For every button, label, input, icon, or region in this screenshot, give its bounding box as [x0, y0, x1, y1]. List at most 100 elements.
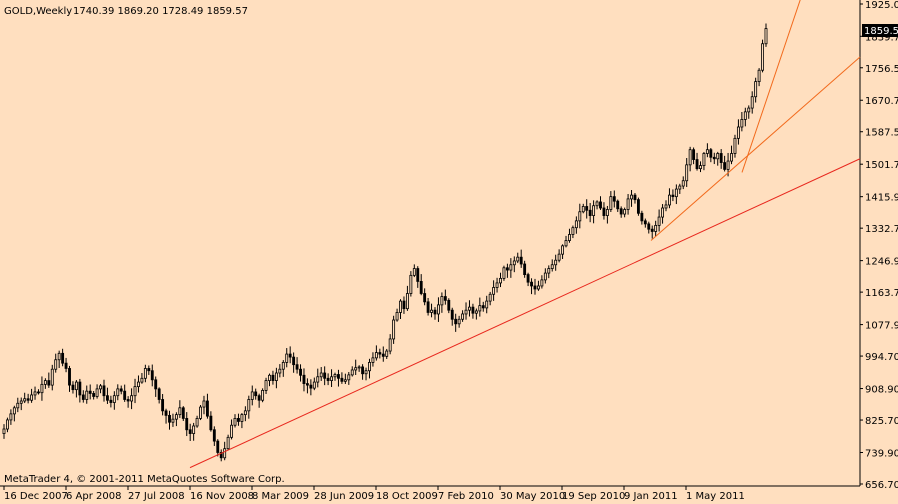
candle-body: [381, 353, 385, 357]
candle-body: [54, 359, 58, 370]
candle-body: [609, 196, 613, 210]
trendline[interactable]: [650, 56, 861, 241]
candle-body: [61, 352, 65, 364]
x-tick-label: 6 Apr 2008: [66, 491, 121, 502]
candle-body: [554, 259, 558, 266]
candle-body: [23, 398, 27, 402]
candle-body: [578, 211, 582, 222]
candle-body: [368, 362, 371, 372]
candle-body: [116, 388, 120, 397]
candle-body: [288, 353, 292, 358]
y-tick-label: 1756.50: [865, 64, 898, 75]
candle-body: [668, 194, 671, 206]
candle-body: [430, 309, 433, 313]
candle-body: [526, 274, 530, 283]
candle-body: [192, 425, 196, 434]
candle-body: [505, 267, 509, 271]
candle-body: [664, 204, 668, 209]
candle-body: [257, 395, 261, 401]
candle-body: [392, 319, 396, 340]
candle-body: [112, 395, 116, 403]
candle-body: [185, 418, 189, 431]
candle-body: [616, 200, 620, 210]
candle-body: [495, 282, 499, 288]
candle-body: [316, 376, 320, 383]
candle-body: [361, 366, 365, 375]
candle-body: [592, 205, 596, 216]
candle-body: [661, 207, 664, 218]
y-tick-label: 1501.70: [865, 160, 898, 171]
candle-body: [243, 410, 247, 416]
candle-body: [630, 194, 633, 200]
trendline[interactable]: [741, 0, 804, 173]
plot-frame: [0, 0, 861, 487]
candle-body: [492, 287, 496, 295]
candle-body: [561, 245, 565, 255]
candle-body: [440, 296, 444, 306]
candle-body: [285, 353, 289, 363]
candle-body: [147, 368, 151, 372]
candle-body: [443, 296, 447, 301]
candle-body: [340, 377, 344, 382]
y-tick-label: 994.70: [865, 352, 898, 363]
candle-body: [671, 194, 675, 198]
candle-body: [309, 384, 313, 389]
candle-body: [423, 293, 427, 303]
candle-body: [636, 199, 640, 214]
candle-body: [106, 395, 109, 401]
candle-body: [437, 304, 440, 315]
candle-body: [709, 149, 713, 158]
candle-body: [719, 153, 723, 163]
y-tick-label: 1415.90: [865, 193, 898, 204]
candle-body: [405, 293, 409, 310]
trendlines[interactable]: [189, 0, 861, 469]
candle-body: [550, 264, 554, 269]
candle-body: [395, 312, 399, 321]
y-tick-label: 1670.70: [865, 96, 898, 107]
candle-body: [478, 305, 482, 312]
candle-body: [502, 267, 506, 279]
candle-body: [219, 452, 223, 459]
candle-body: [416, 268, 420, 282]
candle-body: [230, 424, 233, 438]
candle-body: [195, 418, 199, 427]
x-tick-label: 28 Jun 2009: [314, 491, 374, 502]
candle-body: [278, 368, 282, 374]
x-tick-label: 16 Dec 2007: [4, 491, 68, 502]
candle-body: [123, 390, 127, 400]
candle-body: [481, 305, 485, 309]
y-tick-label: 1839.70: [865, 32, 898, 43]
candle-body: [343, 379, 347, 382]
candle-body: [37, 391, 40, 394]
candle-body: [19, 400, 23, 404]
candle-body: [678, 185, 682, 190]
candle-body: [250, 391, 254, 400]
y-tick-label: 1925.00: [865, 0, 898, 11]
chart-title: GOLD,Weekly: [4, 6, 72, 17]
candle-body: [468, 306, 471, 311]
candle-body: [99, 385, 102, 390]
candle-body: [643, 220, 647, 225]
candle-body: [26, 398, 30, 401]
candle-body: [716, 153, 720, 160]
x-tick-label: 7 Feb 2010: [438, 491, 494, 502]
x-tick-label: 19 Sep 2010: [562, 491, 625, 502]
candle-body: [419, 281, 423, 294]
candle-body: [568, 234, 571, 241]
candle-body: [705, 149, 709, 154]
candle-body: [650, 228, 654, 232]
candle-body: [205, 400, 209, 417]
candle-body: [181, 407, 185, 419]
candle-body: [109, 399, 113, 403]
trendline[interactable]: [189, 158, 861, 469]
candle-body: [619, 208, 623, 215]
candle-body: [2, 428, 6, 434]
candle-body: [161, 399, 165, 412]
candle-body: [743, 111, 747, 120]
candle-body: [712, 156, 716, 160]
candle-body: [474, 310, 478, 314]
y-tick-label: 1332.70: [865, 224, 898, 235]
candle-body: [688, 149, 692, 166]
